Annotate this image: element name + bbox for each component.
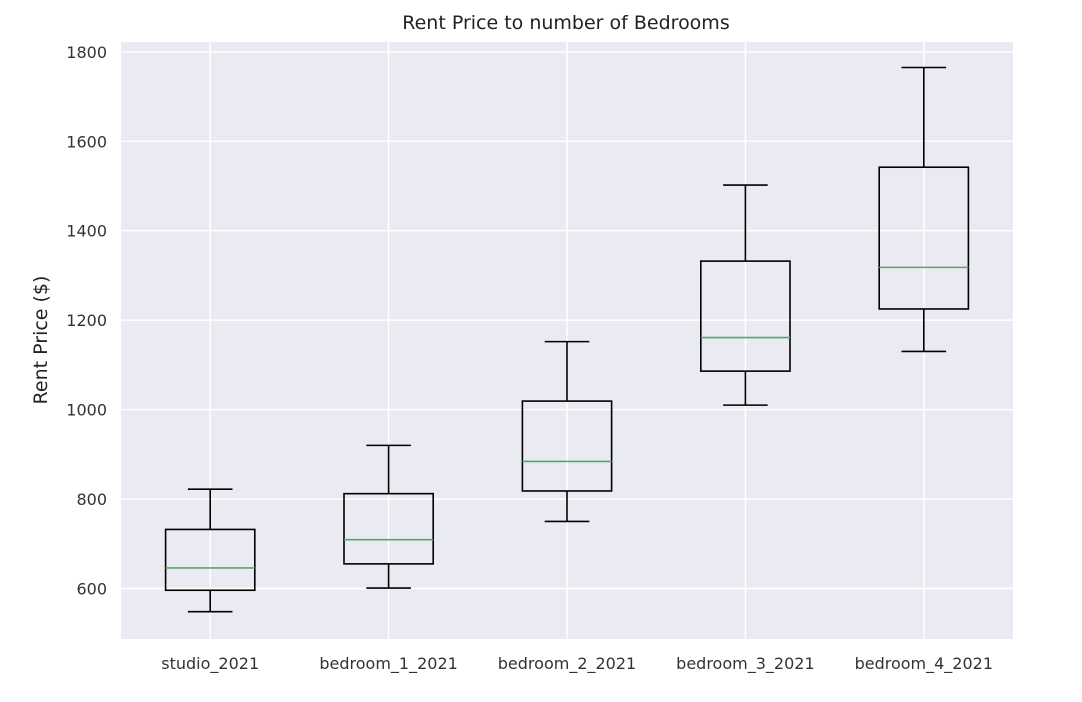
chart-title: Rent Price to number of Bedrooms — [402, 12, 729, 34]
x-tick-labels: studio_2021 bedroom_1_2021 bedroom_2_2021 b… — [161, 654, 993, 674]
x-tick-label: bedroom_4_2021 — [855, 654, 993, 674]
box-bedroom_4_2021 — [878, 66, 970, 353]
y-tick-label: 1800 — [66, 43, 107, 62]
x-tick-label: bedroom_1_2021 — [319, 654, 457, 674]
x-tick-label: bedroom_2_2021 — [498, 654, 636, 674]
y-tick-labels: 600 800 1000 1200 1400 1600 1800 — [66, 43, 107, 599]
box-bedroom_3_2021 — [699, 184, 791, 406]
y-tick-label: 800 — [76, 490, 107, 509]
y-tick-label: 1000 — [66, 401, 107, 420]
box-studio_2021 — [164, 488, 256, 613]
iqr-box — [164, 528, 256, 592]
iqr-box — [521, 400, 613, 492]
y-tick-label: 1400 — [66, 222, 107, 241]
x-tick-label: bedroom_3_2021 — [676, 654, 814, 674]
y-tick-label: 600 — [76, 579, 107, 598]
y-tick-label: 1600 — [66, 132, 107, 151]
iqr-box — [343, 492, 434, 565]
box-bedroom_2_2021 — [521, 340, 613, 523]
y-axis-label: Rent Price ($) — [30, 276, 52, 405]
x-tick-label: studio_2021 — [161, 654, 259, 674]
iqr-box — [878, 166, 970, 310]
boxes — [164, 66, 970, 613]
y-tick-label: 1200 — [66, 311, 107, 330]
box-bedroom_1_2021 — [343, 444, 434, 589]
iqr-box — [699, 260, 791, 372]
